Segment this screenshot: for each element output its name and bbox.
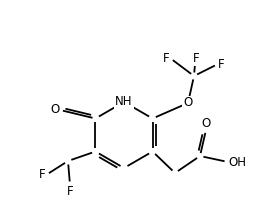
Text: F: F bbox=[39, 169, 46, 182]
Text: F: F bbox=[218, 58, 225, 70]
Text: O: O bbox=[183, 97, 193, 109]
Text: OH: OH bbox=[228, 155, 246, 169]
Text: O: O bbox=[201, 117, 211, 130]
Text: F: F bbox=[67, 185, 73, 198]
Text: NH: NH bbox=[115, 95, 133, 109]
Text: F: F bbox=[193, 52, 199, 65]
Text: O: O bbox=[51, 104, 60, 116]
Text: F: F bbox=[163, 51, 170, 65]
